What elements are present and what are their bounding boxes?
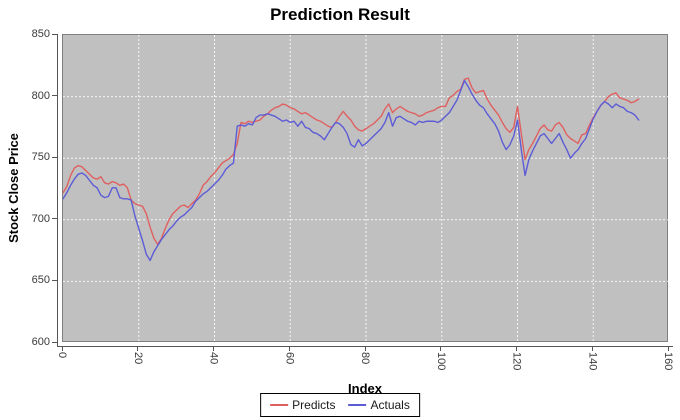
y-axis-line: [57, 34, 58, 346]
legend-line-actuals-icon: [348, 404, 367, 406]
x-tick-label: 140: [586, 352, 599, 371]
legend-label-actuals: Actuals: [370, 398, 410, 412]
y-tick-label: 600: [31, 336, 50, 348]
legend-line-predicts-icon: [270, 404, 289, 406]
legend: Predicts Actuals: [260, 393, 420, 417]
chart-title: Prediction Result: [270, 5, 410, 24]
y-tick-mark: [52, 156, 57, 158]
series-plot: [63, 35, 669, 343]
x-tick-label: 160: [662, 352, 674, 371]
x-tick-mark: [364, 347, 366, 351]
x-tick-label: 60: [283, 352, 296, 365]
y-tick-label: 650: [31, 274, 50, 287]
y-tick-mark: [52, 95, 57, 97]
legend-item-actuals: Actuals: [348, 398, 410, 412]
y-tick-mark: [52, 341, 57, 343]
x-tick-mark: [516, 347, 517, 351]
y-tick-label: 750: [31, 151, 50, 164]
y-tick-mark: [52, 33, 57, 35]
x-tick-label: 80: [359, 352, 371, 365]
x-tick-mark: [288, 347, 290, 351]
x-tick-label: 0: [56, 352, 68, 359]
x-tick-label: 20: [131, 352, 144, 365]
x-tick-mark: [61, 347, 63, 351]
y-tick-mark: [52, 218, 57, 220]
plot-area: [62, 34, 669, 343]
x-tick-label: 120: [510, 352, 523, 371]
actuals-line: [63, 79, 640, 262]
y-tick-label: 700: [31, 212, 50, 225]
x-tick-mark: [591, 347, 593, 351]
x-tick-mark: [137, 347, 139, 351]
x-tick-label: 100: [434, 352, 447, 371]
x-tick-mark: [667, 347, 669, 351]
y-tick-label: 850: [31, 28, 50, 40]
legend-label-predicts: Predicts: [292, 398, 336, 412]
legend-item-predicts: Predicts: [270, 398, 336, 412]
y-tick-label: 800: [31, 89, 50, 102]
y-tick-mark: [52, 279, 57, 281]
x-tick-label: 40: [207, 352, 220, 365]
x-axis-line: [57, 346, 673, 347]
x-tick-mark: [440, 347, 442, 351]
y-axis-label: Stock Close Price: [6, 133, 21, 243]
x-tick-mark: [213, 347, 214, 351]
x-axis-label: Index: [348, 381, 382, 396]
